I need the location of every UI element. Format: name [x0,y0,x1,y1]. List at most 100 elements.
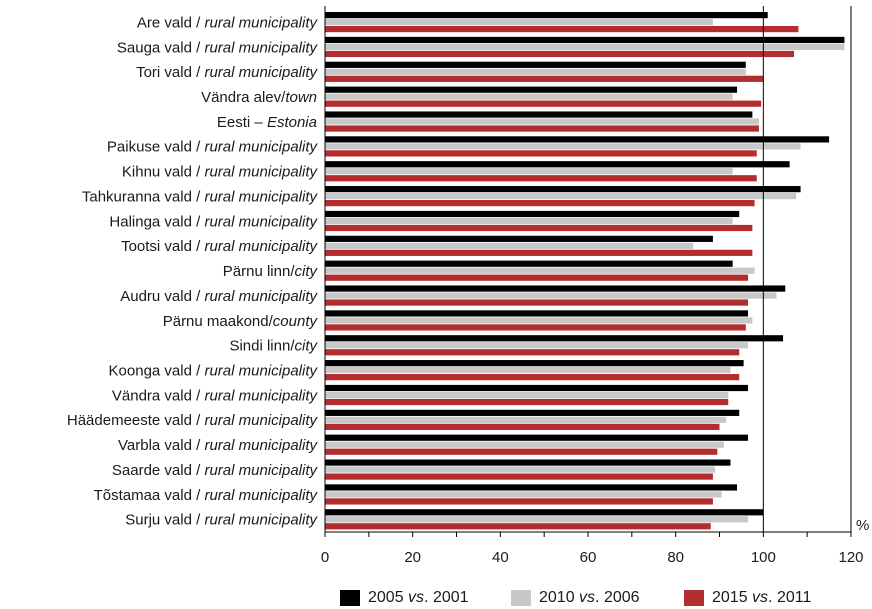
bars-group [325,12,845,530]
category-label-main-9: Tootsi vald / [121,238,204,255]
bar-series-0-category-10 [325,260,733,267]
bar-series-2-category-10 [325,274,748,281]
bar-series-1-category-7 [325,193,797,200]
category-label-italic-5: rural municipality [204,139,318,156]
category-label-main-4: Eesti – [217,114,267,131]
category-label-italic-9: rural municipality [204,238,318,255]
bar-series-2-category-18 [325,473,713,480]
legend-swatch-series-1 [511,590,531,606]
bar-series-2-category-17 [325,448,718,455]
category-label-7: Tahkuranna vald / rural municipality [82,188,319,205]
legend-label-series-2: 2015 vs. 2011 [712,589,812,606]
bar-series-2-category-6 [325,175,757,182]
bar-series-1-category-8 [325,217,733,225]
bar-series-0-category-8 [325,210,740,218]
category-label-8: Halinga vald / rural municipality [109,213,318,230]
legend-swatch-series-0 [340,590,360,606]
category-label-main-15: Vändra vald / [112,387,205,404]
bar-series-2-category-12 [325,324,746,331]
category-label-17: Varbla vald / rural municipality [118,437,318,454]
category-label-15: Vändra vald / rural municipality [112,387,319,404]
bar-series-2-category-0 [325,26,799,33]
bar-series-2-category-16 [325,423,720,430]
category-label-main-2: Tori vald / [136,64,204,81]
bar-series-1-category-6 [325,168,733,175]
bar-series-1-category-10 [325,267,755,274]
category-label-5: Paikuse vald / rural municipality [107,139,319,156]
category-label-italic-12: county [273,313,319,330]
bar-series-0-category-7 [325,186,801,193]
category-label-italic-2: rural municipality [204,64,318,81]
category-label-italic-7: rural municipality [204,188,318,205]
category-label-main-3: Vändra alev/ [201,89,286,106]
category-label-9: Tootsi vald / rural municipality [121,238,318,255]
bar-series-1-category-0 [325,19,713,26]
bar-series-0-category-9 [325,235,713,242]
bar-series-0-category-12 [325,310,748,317]
bar-series-0-category-16 [325,409,740,416]
legend-label-series-0: 2005 vs. 2001 [368,589,469,606]
bar-series-0-category-1 [325,36,845,44]
bar-series-1-category-13 [325,342,748,349]
bar-series-1-category-17 [325,441,724,448]
category-label-italic-1: rural municipality [204,39,318,56]
bar-series-2-category-8 [325,224,753,232]
bar-series-2-category-13 [325,349,740,356]
category-label-main-18: Saarde vald / [112,462,205,479]
category-label-11: Audru vald / rural municipality [120,288,318,305]
category-label-2: Tori vald / rural municipality [136,64,318,81]
bar-series-2-category-2 [325,75,764,82]
bar-series-0-category-2 [325,61,746,68]
category-label-main-13: Sindi linn/ [229,338,295,355]
category-label-italic-16: rural municipality [204,412,318,429]
bar-series-2-category-3 [325,100,762,107]
bar-series-2-category-5 [325,150,757,157]
bar-series-0-category-3 [325,86,738,93]
bar-series-0-category-13 [325,335,784,342]
bar-series-0-category-6 [325,161,790,168]
category-label-10: Pärnu linn/city [223,263,319,280]
category-label-19: Tõstamaa vald / rural municipality [94,487,319,504]
bar-series-0-category-14 [325,360,744,367]
category-label-14: Koonga vald / rural municipality [109,362,319,379]
category-label-main-7: Tahkuranna vald / [82,188,205,205]
category-label-italic-3: town [285,89,317,106]
x-tick-label-120: 120 [838,549,863,566]
bar-series-0-category-11 [325,285,786,292]
category-label-main-14: Koonga vald / [109,362,205,379]
bar-series-0-category-17 [325,434,748,441]
bar-series-1-category-18 [325,466,716,473]
category-label-1: Sauga vald / rural municipality [117,39,319,56]
bar-series-0-category-20 [325,509,764,516]
category-label-0: Are vald / rural municipality [137,14,319,31]
bar-series-1-category-12 [325,317,753,324]
bar-series-1-category-15 [325,391,729,399]
bar-series-0-category-15 [325,384,748,392]
x-tick-label-40: 40 [492,549,509,566]
legend-label-series-1: 2010 vs. 2006 [539,589,640,606]
bar-series-1-category-1 [325,43,845,51]
bar-series-1-category-3 [325,93,733,100]
category-label-6: Kihnu vald / rural municipality [122,164,319,181]
bar-series-2-category-11 [325,299,748,306]
category-label-main-19: Tõstamaa vald / [94,487,205,504]
category-label-main-8: Halinga vald / [109,213,204,230]
category-label-12: Pärnu maakond/county [163,313,319,330]
category-label-main-5: Paikuse vald / [107,139,205,156]
bar-series-1-category-11 [325,292,777,299]
category-label-20: Surju vald / rural municipality [125,512,318,529]
bar-series-0-category-4 [325,111,753,118]
bar-series-0-category-18 [325,459,731,466]
category-label-italic-10: city [295,263,319,280]
x-axis-unit-label: % [856,517,869,534]
category-label-main-16: Häädemeeste vald / [67,412,205,429]
category-label-main-6: Kihnu vald / [122,164,205,181]
x-tick-label-80: 80 [667,549,684,566]
axes-group: 0 20 40 60 80 100 120% [321,6,869,566]
bar-series-1-category-20 [325,516,748,523]
category-label-3: Vändra alev/town [201,89,317,106]
legend: 2005 vs. 2001 2010 vs. 2006 2015 vs. 201… [340,588,860,608]
x-tick-label-0: 0 [321,549,329,566]
category-labels: Are vald / rural municipality Sauga vald … [67,14,319,528]
